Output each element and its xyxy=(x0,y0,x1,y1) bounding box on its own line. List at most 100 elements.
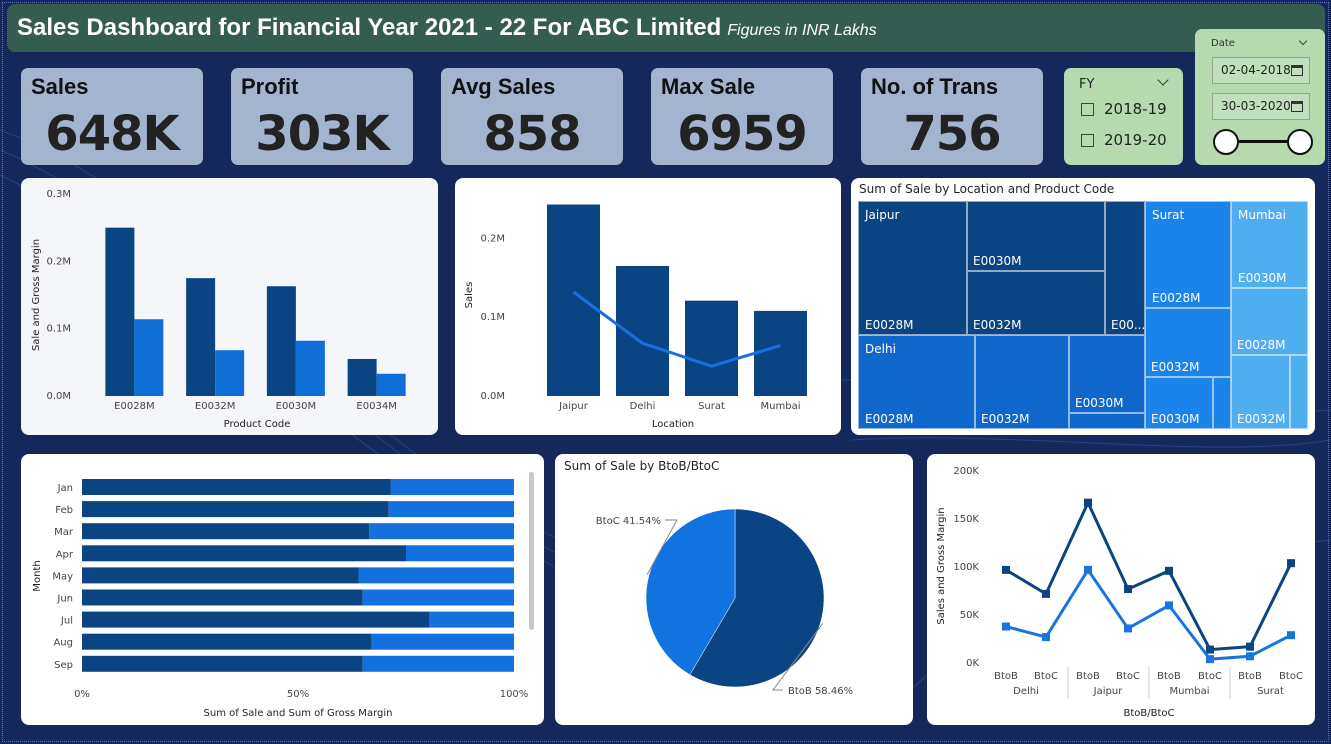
bar-segment[interactable] xyxy=(82,655,363,672)
bar-segment[interactable] xyxy=(82,545,406,562)
treemap-cell-delhi[interactable] xyxy=(1069,413,1145,429)
data-point[interactable] xyxy=(1042,589,1050,598)
range-end-handle[interactable] xyxy=(1287,129,1313,155)
treemap-cell-jaipur[interactable]: Jaipur E0028M xyxy=(858,201,967,335)
start-date-input[interactable]: 02-04-2018 xyxy=(1212,57,1310,84)
treemap-cell-delhi[interactable]: Delhi E0028M xyxy=(858,335,975,429)
treemap-cell-mumbai[interactable]: E0032M xyxy=(1231,355,1290,429)
bar[interactable] xyxy=(105,227,135,396)
date-range-track[interactable] xyxy=(1229,140,1301,143)
bar-segment[interactable] xyxy=(82,523,370,540)
bar-segment[interactable] xyxy=(362,655,514,672)
bar-segment[interactable] xyxy=(388,501,514,518)
bar-segment[interactable] xyxy=(82,501,389,518)
data-point[interactable] xyxy=(1124,585,1132,594)
treemap-cell-delhi[interactable]: E0030M xyxy=(1069,335,1145,413)
treemap-cell-jaipur[interactable]: E0032M xyxy=(967,271,1105,335)
bar[interactable] xyxy=(685,300,738,396)
data-point[interactable] xyxy=(1206,645,1214,654)
bar-segment[interactable] xyxy=(369,523,514,540)
bar-segment[interactable] xyxy=(371,633,514,650)
bar-segment[interactable] xyxy=(429,611,514,628)
treemap-cell-mumbai[interactable]: Mumbai E0030M xyxy=(1231,201,1308,288)
calendar-icon[interactable] xyxy=(1291,65,1303,76)
data-point[interactable] xyxy=(1287,631,1295,640)
scrollbar[interactable] xyxy=(529,472,534,630)
kpi-card-profit[interactable]: Profit 303K xyxy=(231,68,413,165)
bar[interactable] xyxy=(266,286,296,396)
sales-by-location-chart[interactable]: 0.0M 0.1M 0.2M Jaipur Delhi Surat Mumbai Locati… xyxy=(455,178,841,435)
checkbox[interactable] xyxy=(1081,102,1094,116)
data-point[interactable] xyxy=(1206,655,1214,664)
bar[interactable] xyxy=(215,350,245,396)
treemap-cell-jaipur[interactable]: E00... xyxy=(1105,201,1145,335)
treemap-card[interactable]: Sum of Sale by Location and Product Code… xyxy=(851,178,1315,435)
data-point[interactable] xyxy=(1042,633,1050,642)
data-point[interactable] xyxy=(1165,601,1173,610)
series-line[interactable] xyxy=(1005,567,1292,661)
bar[interactable] xyxy=(754,310,807,396)
treemap-cell-delhi[interactable]: E0032M xyxy=(975,335,1069,429)
treemap-cell-mumbai[interactable]: E0028M xyxy=(1231,288,1308,355)
treemap-cell-surat[interactable]: Surat E0028M xyxy=(1145,201,1231,308)
chevron-down-icon[interactable] xyxy=(1298,36,1308,46)
leader-line[interactable] xyxy=(772,623,824,691)
treemap-cell-surat[interactable]: E0032M xyxy=(1145,308,1231,377)
bar[interactable] xyxy=(295,340,325,396)
sale-margin-by-product-chart[interactable]: 0.0M 0.1M 0.2M 0.3M E0028M E0032M E0030M E0034M… xyxy=(21,178,438,435)
bar-segment[interactable] xyxy=(82,567,359,584)
treemap-cell-jaipur[interactable]: E0030M xyxy=(967,201,1105,271)
data-point[interactable] xyxy=(1002,565,1010,574)
data-point[interactable] xyxy=(1287,559,1295,568)
sale-margin-by-month-card[interactable]: Jan Feb Mar Apr May Jun Jul Aug Sep 0% 50% 100% Sum … xyxy=(21,454,544,725)
kpi-card-no-of-trans[interactable]: No. of Trans 756 xyxy=(861,68,1043,165)
fy-option-2019-20[interactable]: 2019-20 xyxy=(1081,131,1167,149)
bar[interactable] xyxy=(547,204,600,396)
pie-slice[interactable] xyxy=(689,508,825,688)
treemap-cell-surat[interactable]: E0030M xyxy=(1145,377,1213,429)
treemap-cell-surat[interactable] xyxy=(1213,377,1231,429)
kpi-card-max-sale[interactable]: Max Sale 6959 xyxy=(651,68,833,165)
bar-segment[interactable] xyxy=(82,589,363,606)
kpi-card-avg-sales[interactable]: Avg Sales 858 xyxy=(441,68,623,165)
channel-location-card[interactable]: 0K 50K 100K 150K 200K BtoB BtoC BtoB BtoC BtoB Bto… xyxy=(927,454,1315,725)
data-point[interactable] xyxy=(1002,622,1010,631)
bar[interactable] xyxy=(376,373,406,396)
data-point[interactable] xyxy=(1124,624,1132,633)
bar-segment[interactable] xyxy=(406,545,514,562)
bar-segment[interactable] xyxy=(82,633,372,650)
bar-segment[interactable] xyxy=(82,479,391,495)
channel-location-chart[interactable]: 0K 50K 100K 150K 200K BtoB BtoC BtoB BtoC BtoB Bto… xyxy=(927,454,1315,725)
end-date-input[interactable]: 30-03-2020 xyxy=(1212,93,1310,120)
bar-segment[interactable] xyxy=(358,567,514,584)
calendar-icon[interactable] xyxy=(1291,101,1303,112)
data-point[interactable] xyxy=(1246,642,1254,651)
data-point[interactable] xyxy=(1084,565,1092,574)
data-point[interactable] xyxy=(1165,566,1173,575)
bar[interactable] xyxy=(186,278,216,396)
treemap-chart[interactable]: Jaipur E0028M E0030M E0032M E00... Delhi E0028… xyxy=(851,178,1315,435)
bar[interactable] xyxy=(134,319,164,396)
fy-option-2018-19[interactable]: 2018-19 xyxy=(1081,100,1167,118)
data-point[interactable] xyxy=(1246,652,1254,661)
range-start-handle[interactable] xyxy=(1213,129,1239,155)
trend-line[interactable] xyxy=(572,290,781,368)
date-slicer[interactable]: Date 02-04-2018 30-03-2020 xyxy=(1195,29,1325,165)
sale-margin-by-month-chart[interactable]: Jan Feb Mar Apr May Jun Jul Aug Sep 0% 50% 100% Sum … xyxy=(21,454,544,725)
bar-segment[interactable] xyxy=(362,589,514,606)
sale-margin-by-product-card[interactable]: 0.0M 0.1M 0.2M 0.3M E0028M E0032M E0030M E0034M… xyxy=(21,178,438,435)
data-point[interactable] xyxy=(1084,498,1092,507)
sales-by-location-card[interactable]: 0.0M 0.1M 0.2M Jaipur Delhi Surat Mumbai Locati… xyxy=(455,178,841,435)
checkbox[interactable] xyxy=(1081,133,1094,147)
pie-card[interactable]: Sum of Sale by BtoB/BtoC BtoB 58.46% BtoC… xyxy=(555,454,913,725)
chevron-down-icon[interactable] xyxy=(1157,74,1169,86)
bar-segment[interactable] xyxy=(82,611,430,628)
bar[interactable] xyxy=(347,358,377,396)
kpi-card-sales[interactable]: Sales 648K xyxy=(21,68,203,165)
fy-slicer[interactable]: FY 2018-19 2019-20 xyxy=(1064,68,1183,165)
treemap-cell-mumbai[interactable] xyxy=(1290,355,1308,429)
bar-segment[interactable] xyxy=(390,479,514,495)
pie-chart[interactable]: BtoB 58.46% BtoC 41.54% xyxy=(555,454,913,725)
leader-line[interactable] xyxy=(646,519,678,575)
pie-slice[interactable] xyxy=(645,508,736,676)
